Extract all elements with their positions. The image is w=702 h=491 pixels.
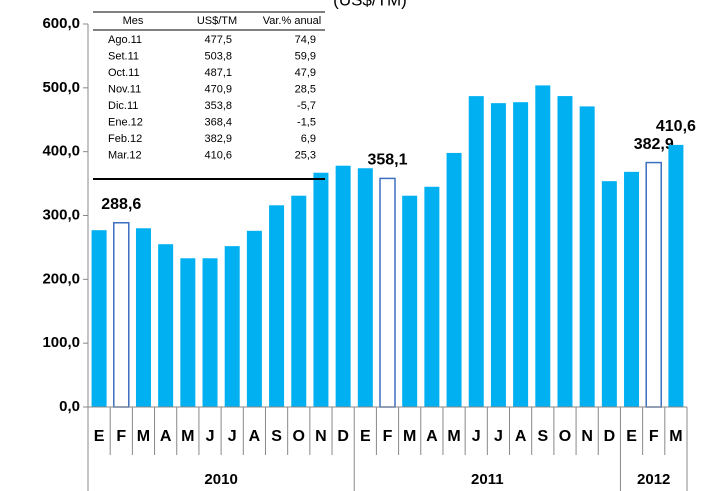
table-cell: 487,1 <box>204 67 232 79</box>
x-tick-label: S <box>537 428 548 445</box>
table-cell: Feb.12 <box>108 133 142 145</box>
table-cell: Mar.12 <box>108 149 142 161</box>
x-tick-label: M <box>447 428 460 445</box>
table-cell: 368,4 <box>204 116 232 128</box>
table-cell: 25,3 <box>295 149 316 161</box>
bar <box>668 144 684 407</box>
x-tick-label: D <box>604 428 616 445</box>
table-cell: 74,9 <box>295 34 316 46</box>
bar <box>246 230 262 407</box>
table-cell: 59,9 <box>295 50 316 62</box>
bar <box>645 161 662 408</box>
x-tick-label: S <box>271 428 282 445</box>
table-cell: 6,9 <box>301 133 316 145</box>
year-label: 2011 <box>471 471 504 488</box>
x-tick-label: A <box>515 428 527 445</box>
bar <box>313 172 329 407</box>
y-tick-label: 600,0 <box>42 15 80 32</box>
table-cell: 470,9 <box>204 83 232 95</box>
y-tick-label: 100,0 <box>42 334 80 351</box>
x-tick-label: E <box>94 428 105 445</box>
x-tick-label: M <box>403 428 416 445</box>
bar <box>202 258 218 407</box>
bar <box>291 195 307 407</box>
y-tick-label: 300,0 <box>42 206 80 223</box>
x-tick-label: F <box>383 428 393 445</box>
table-cell: 353,8 <box>204 100 232 112</box>
bar <box>180 258 196 407</box>
data-label: 288,6 <box>101 196 141 213</box>
bar <box>135 228 151 407</box>
bar <box>557 96 573 407</box>
bar <box>468 96 484 408</box>
bar <box>601 181 617 407</box>
data-label: 358,1 <box>367 152 407 169</box>
table-cell: 503,8 <box>204 50 232 62</box>
table-cell: 28,5 <box>295 83 316 95</box>
x-tick-label: F <box>649 428 659 445</box>
y-tick-label: 400,0 <box>42 143 80 160</box>
x-tick-label: D <box>337 428 349 445</box>
table-cell: Oct.11 <box>108 67 140 79</box>
table-cell: 477,5 <box>204 34 232 46</box>
table-cell: -5,7 <box>297 100 316 112</box>
table-cell: 410,6 <box>204 149 232 161</box>
bar <box>379 177 396 408</box>
x-tick-label: F <box>116 428 126 445</box>
x-tick-label: J <box>228 428 237 445</box>
x-tick-label: A <box>160 428 172 445</box>
bar <box>113 222 130 408</box>
bar <box>269 205 285 407</box>
x-tick-label: O <box>293 428 305 445</box>
x-tick-label: J <box>206 428 215 445</box>
x-tick-label: M <box>669 428 682 445</box>
bar <box>91 230 107 407</box>
bar <box>446 152 462 407</box>
data-label: 410,6 <box>656 118 696 135</box>
table-cell: Dic.11 <box>108 100 138 112</box>
x-tick-label: J <box>494 428 503 445</box>
x-tick-label: M <box>137 428 150 445</box>
bar <box>624 171 640 407</box>
table-cell: Nov.11 <box>108 83 141 95</box>
bar <box>158 244 174 407</box>
year-label: 2010 <box>204 471 237 488</box>
year-label: 2012 <box>637 471 670 488</box>
bar <box>402 195 418 407</box>
x-tick-label: E <box>360 428 371 445</box>
bar <box>513 102 529 407</box>
x-tick-label: A <box>249 428 261 445</box>
bar <box>424 186 440 407</box>
table-header: US$/TM <box>197 15 237 27</box>
x-tick-label: N <box>581 428 593 445</box>
x-tick-label: A <box>426 428 438 445</box>
table-cell: Ene.12 <box>108 116 143 128</box>
table-cell: 382,9 <box>204 133 232 145</box>
bar <box>335 165 351 407</box>
table-cell: 47,9 <box>295 67 316 79</box>
table-header: Mes <box>123 15 144 27</box>
x-tick-label: O <box>559 428 571 445</box>
table-cell: Ago.11 <box>108 34 142 46</box>
bar <box>224 246 240 407</box>
y-tick-label: 200,0 <box>42 270 80 287</box>
x-tick-label: J <box>472 428 481 445</box>
x-tick-label: E <box>626 428 637 445</box>
data-label: 382,9 <box>634 136 674 153</box>
table-cell: Set.11 <box>108 50 139 62</box>
bar <box>490 103 506 408</box>
y-tick-label: 0,0 <box>59 398 80 415</box>
y-tick-label: 500,0 <box>42 79 80 96</box>
table-header: Var.% anual <box>263 15 322 27</box>
bar <box>579 106 595 407</box>
x-tick-label: M <box>181 428 194 445</box>
chart-title: (US$/TM) <box>333 0 407 9</box>
table-cell: -1,5 <box>297 116 316 128</box>
x-tick-label: N <box>315 428 327 445</box>
bar <box>535 85 551 408</box>
bar <box>357 168 373 407</box>
